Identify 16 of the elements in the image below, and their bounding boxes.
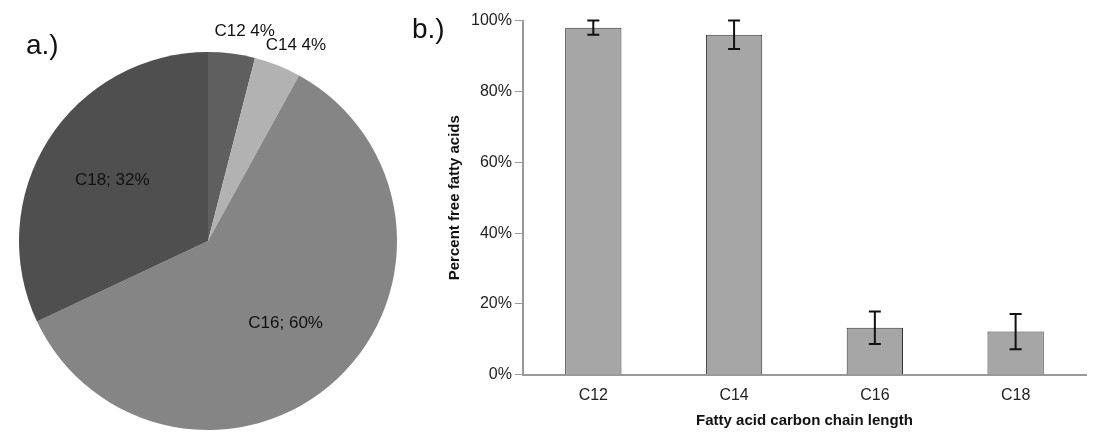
slice-label: C18; 32% <box>74 169 150 189</box>
x-axis-title: Fatty acid carbon chain length <box>696 411 913 429</box>
x-tick-label: C14 <box>719 385 749 403</box>
x-tick-label: C12 <box>578 385 609 403</box>
y-axis-title: Percent free fatty acids <box>445 115 463 281</box>
x-tick-label: C16 <box>860 385 890 403</box>
y-tick-label: 0% <box>488 365 512 383</box>
chart-title: b.) <box>412 12 445 44</box>
chart-title: a.) <box>26 28 59 60</box>
x-tick-label: C18 <box>1000 385 1031 403</box>
y-tick-label: 60% <box>479 152 512 170</box>
y-tick-label: 100% <box>471 11 512 29</box>
slice-label: C16; 60% <box>248 313 323 333</box>
y-tick-label: 80% <box>479 81 512 99</box>
y-tick-label: 40% <box>479 223 512 241</box>
y-tick-label: 20% <box>479 294 512 312</box>
